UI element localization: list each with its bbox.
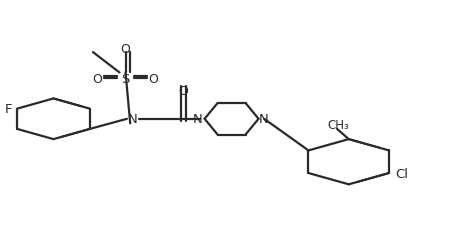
Text: S: S xyxy=(121,72,130,85)
Text: O: O xyxy=(178,85,188,98)
Text: N: N xyxy=(259,113,268,126)
Text: N: N xyxy=(128,113,137,126)
Text: N: N xyxy=(193,113,203,126)
Text: O: O xyxy=(148,72,159,85)
Text: O: O xyxy=(93,72,103,85)
Text: F: F xyxy=(5,103,13,116)
Text: Cl: Cl xyxy=(396,167,409,180)
Text: O: O xyxy=(120,43,131,56)
Text: CH₃: CH₃ xyxy=(328,118,349,131)
